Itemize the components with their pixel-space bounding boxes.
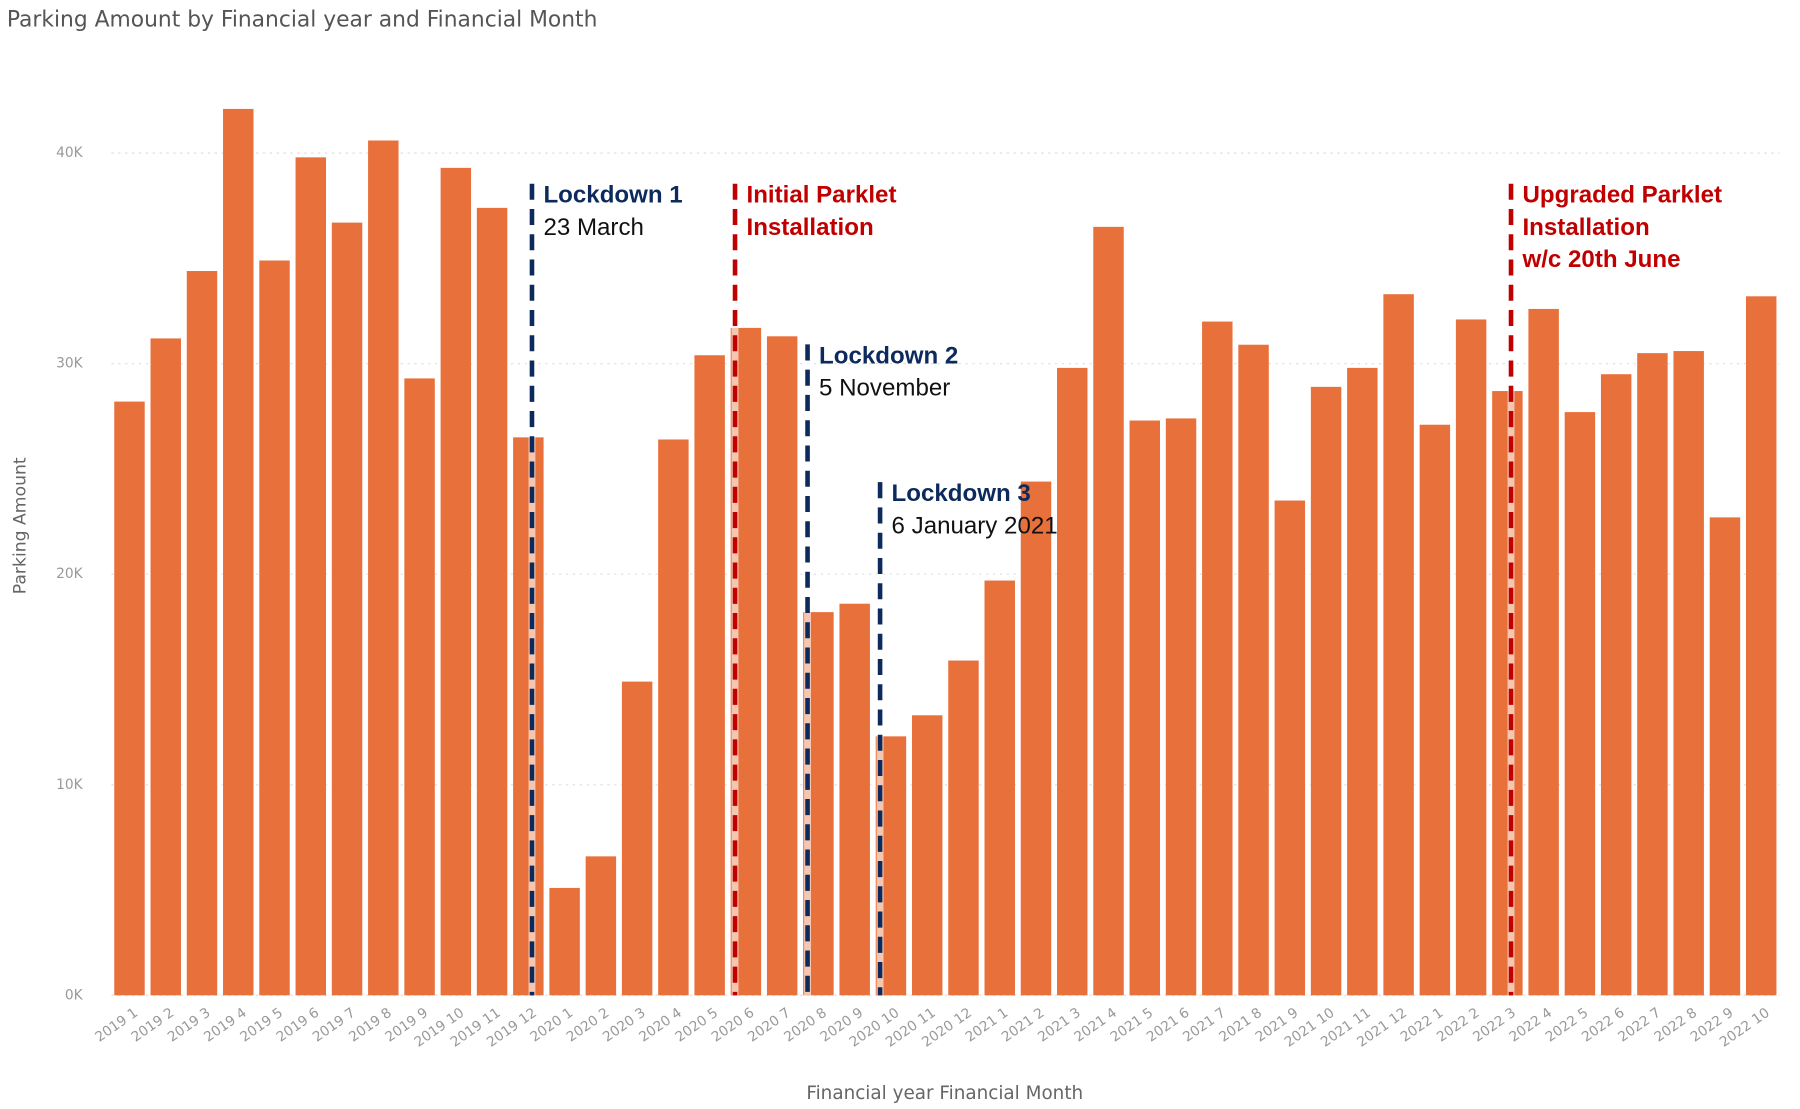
bar	[1745, 296, 1777, 996]
bar	[259, 260, 290, 996]
bar	[476, 207, 508, 996]
y-tick-label: 0K	[65, 987, 84, 1003]
bar	[440, 167, 472, 996]
bar	[766, 336, 798, 996]
bar	[1419, 424, 1451, 996]
annotation-text: 6 January 2021	[892, 512, 1058, 539]
bar	[513, 437, 544, 996]
y-tick-label: 30K	[56, 356, 84, 372]
bar	[1455, 319, 1487, 996]
bar	[150, 338, 181, 996]
y-tick-label: 20K	[56, 566, 84, 582]
bar	[1347, 367, 1378, 996]
bar	[1492, 391, 1523, 996]
bar	[621, 681, 653, 996]
bar	[368, 140, 399, 996]
bar	[1274, 500, 1306, 996]
annotation-text: Lockdown 2	[819, 342, 958, 369]
bar	[984, 580, 1015, 996]
bar	[1202, 321, 1233, 996]
bar	[1020, 481, 1052, 996]
bar	[694, 355, 725, 996]
annotation-text: Upgraded Parklet	[1522, 182, 1722, 209]
x-axis-label: Financial year Financial Month	[806, 1083, 1083, 1104]
bar	[186, 271, 218, 996]
annotation-text: 5 November	[819, 375, 950, 402]
annotation-text: w/c 20th June	[1521, 246, 1680, 273]
annotation-text: Lockdown 1	[543, 182, 682, 209]
bar	[114, 401, 145, 996]
bar	[1528, 308, 1559, 996]
bar	[1637, 353, 1668, 996]
bar	[1600, 374, 1632, 996]
annotation-text: Installation	[747, 214, 874, 241]
chart-title: Parking Amount by Financial year and Fin…	[7, 8, 598, 33]
bar	[1673, 351, 1704, 996]
annotation-text: Lockdown 3	[892, 480, 1031, 507]
bar	[1310, 386, 1342, 996]
annotation-text: 23 March	[543, 214, 643, 241]
bar	[295, 157, 327, 996]
y-tick-label: 40K	[56, 145, 84, 161]
bar	[331, 222, 363, 996]
bar	[1383, 294, 1414, 996]
bar	[1709, 517, 1741, 996]
y-axis-label: Parking Amount	[11, 457, 31, 594]
bar	[1564, 412, 1596, 996]
bar	[1057, 367, 1088, 996]
bar	[1093, 226, 1124, 996]
bar	[1238, 344, 1269, 996]
annotation-text: Initial Parklet	[747, 182, 897, 209]
bar	[223, 108, 254, 996]
bar	[549, 887, 580, 996]
y-tick-label: 10K	[56, 777, 84, 793]
bar	[658, 439, 689, 996]
bar	[839, 603, 870, 996]
bar	[1165, 418, 1197, 996]
annotation-text: Installation	[1522, 214, 1649, 241]
bar	[948, 660, 979, 996]
bar	[911, 715, 943, 996]
bar	[585, 856, 617, 996]
bar	[1129, 420, 1161, 996]
bar	[404, 378, 435, 996]
